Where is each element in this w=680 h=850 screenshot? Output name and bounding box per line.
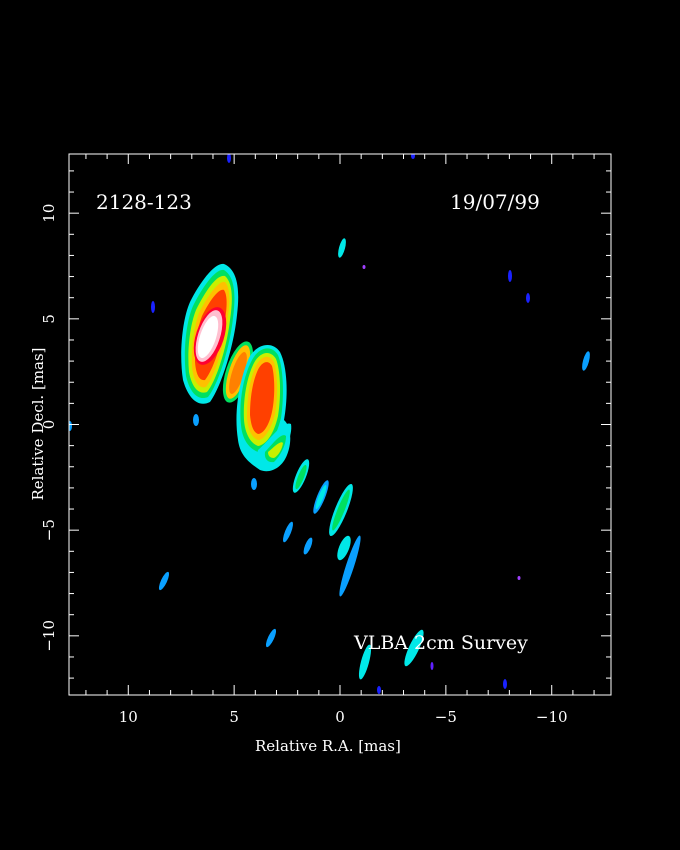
x-tick-label: 10 [119,708,138,726]
jet-knot [337,535,351,561]
jet-knot [315,484,327,510]
plot-frame [68,153,612,696]
noise-speck [265,628,277,648]
x-tick-label: −10 [536,708,568,726]
noise-speck [517,576,521,580]
x-tick-label: 5 [229,708,239,726]
y-tick-label: −5 [40,519,58,541]
noise-speck [69,421,72,431]
emission-bit [193,414,199,426]
noise-speck [582,351,590,371]
emission-bit [251,478,257,490]
emission-tail [268,442,283,458]
source-name-label: 2128-123 [96,190,192,214]
y-tick-label: 0 [40,420,58,430]
axis-tick-labels: 10 5 0 −5 −10 10 5 0 −5 −10 [40,204,568,726]
noise-speck [362,265,366,269]
axis-ticks [69,154,611,695]
x-axis-label: Relative R.A. [mas] [255,737,401,755]
jet-knot [303,537,313,555]
emission-contour [250,362,275,434]
noise-speck [377,686,381,694]
noise-speck [227,154,231,163]
jet-knot [283,521,293,543]
noise-speck [430,662,434,670]
noise-speck [508,270,512,282]
x-tick-label: −5 [435,708,457,726]
noise-speck [158,571,170,591]
survey-label: VLBA 2cm Survey [354,632,528,654]
noise-speck [358,644,372,680]
noise-speck [151,301,155,313]
observation-date-label: 19/07/99 [450,190,540,214]
jet-knot [332,489,350,531]
y-tick-label: 10 [40,204,58,223]
noise-speck [526,293,530,303]
y-tick-label: −10 [40,620,58,652]
noise-speck [411,154,415,159]
y-axis-label: Relative Decl. [mas] [29,347,47,501]
noise-speck [338,238,346,258]
radio-emission [69,154,590,694]
emission-contour [229,351,247,395]
noise-speck [404,629,424,667]
jet-knot [339,535,361,597]
y-tick-label: 5 [40,314,58,324]
noise-speck [503,679,507,689]
x-tick-label: 0 [335,708,345,726]
emission-peak-white [197,315,219,359]
jet-knot [295,464,307,490]
